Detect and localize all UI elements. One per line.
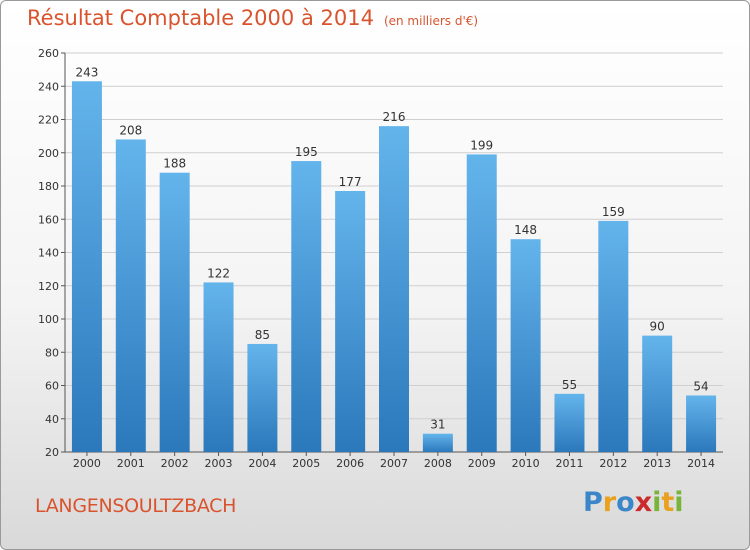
- bar-2011: [554, 393, 585, 452]
- chart-subtitle: (en milliers d'€): [383, 14, 479, 28]
- bar-2013: [642, 335, 673, 452]
- city-name: LANGENSOULTZBACH: [35, 495, 237, 517]
- data-label-2002: 188: [163, 157, 186, 171]
- logo-letter: i: [652, 487, 662, 518]
- y-tick-label: 180: [38, 180, 59, 193]
- chart-title-text: Résultat Comptable 2000 à 2014: [27, 6, 374, 30]
- logo-letter: P: [583, 487, 603, 518]
- y-tick-label: 240: [38, 80, 59, 93]
- y-tick-label: 40: [45, 413, 59, 426]
- data-label-2005: 195: [295, 145, 318, 159]
- y-tick-label: 20: [45, 446, 59, 459]
- data-label-2006: 177: [339, 175, 362, 189]
- x-tick-label-2009: 2009: [468, 457, 496, 470]
- logo-letter: o: [616, 487, 635, 518]
- bar-2002: [159, 172, 190, 452]
- proxiti-logo: Proxiti: [583, 487, 684, 518]
- bar-2004: [247, 343, 278, 452]
- data-label-2009: 199: [470, 138, 493, 152]
- data-label-2000: 243: [75, 65, 98, 79]
- x-tick-label-2002: 2002: [161, 457, 189, 470]
- x-tick-label-2000: 2000: [73, 457, 101, 470]
- logo-letter: r: [602, 487, 617, 518]
- bar-2009: [466, 154, 497, 452]
- bar-2005: [291, 161, 322, 452]
- data-label-2007: 216: [383, 110, 406, 124]
- x-tick-label-2010: 2010: [512, 457, 540, 470]
- y-tick-label: 160: [38, 213, 59, 226]
- data-label-2011: 55: [562, 378, 577, 392]
- data-label-2008: 31: [430, 418, 445, 432]
- bar-2006: [335, 190, 366, 453]
- bar-2010: [510, 239, 541, 452]
- y-tick-label: 100: [38, 313, 59, 326]
- bar-2001: [115, 139, 146, 452]
- x-tick-label-2012: 2012: [599, 457, 627, 470]
- y-tick-label: 60: [45, 380, 59, 393]
- y-tick-label: 120: [38, 280, 59, 293]
- x-tick-label-2004: 2004: [248, 457, 276, 470]
- data-label-2014: 54: [693, 379, 708, 393]
- x-tick-label-2014: 2014: [687, 457, 715, 470]
- bar-2008: [422, 433, 453, 452]
- y-tick-label: 260: [38, 47, 59, 60]
- x-tick-label-2011: 2011: [555, 457, 583, 470]
- data-label-2001: 208: [119, 123, 142, 137]
- x-tick-label-2008: 2008: [424, 457, 452, 470]
- x-tick-label-2003: 2003: [205, 457, 233, 470]
- bar-2012: [598, 220, 629, 452]
- logo-letter: x: [634, 487, 653, 518]
- x-tick-label-2005: 2005: [292, 457, 320, 470]
- data-label-2003: 122: [207, 266, 230, 280]
- bar-2003: [203, 282, 234, 452]
- x-tick-label-2013: 2013: [643, 457, 671, 470]
- y-tick-label: 220: [38, 114, 59, 127]
- x-tick-label-2001: 2001: [117, 457, 145, 470]
- data-label-2013: 90: [650, 320, 665, 334]
- x-tick-label-2006: 2006: [336, 457, 364, 470]
- bar-2007: [379, 126, 409, 453]
- y-tick-label: 80: [45, 346, 59, 359]
- y-tick-label: 140: [38, 247, 59, 260]
- logo-letter: t: [661, 487, 675, 518]
- data-label-2010: 148: [514, 223, 537, 237]
- bar-2000: [71, 81, 102, 452]
- x-tick-label-2007: 2007: [380, 457, 408, 470]
- bar-2014: [686, 395, 717, 452]
- chart-title: Résultat Comptable 2000 à 2014 (en millie…: [27, 6, 478, 30]
- data-label-2012: 159: [602, 205, 625, 219]
- data-label-2004: 85: [255, 328, 270, 342]
- logo-letter: i: [674, 487, 684, 518]
- y-tick-label: 200: [38, 147, 59, 160]
